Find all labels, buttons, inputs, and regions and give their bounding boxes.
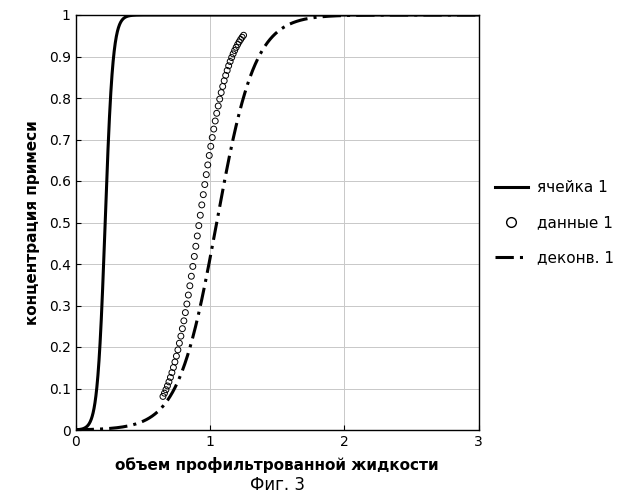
Point xyxy=(201,170,211,178)
Point xyxy=(173,346,183,354)
Point xyxy=(198,190,209,198)
Y-axis label: концентрация примеси: концентрация примеси xyxy=(25,120,40,325)
X-axis label: объем профильтрованной жидкости: объем профильтрованной жидкости xyxy=(115,457,439,473)
Point xyxy=(217,82,227,90)
Point xyxy=(210,117,220,125)
Point xyxy=(220,72,231,80)
Point xyxy=(227,54,237,62)
Point xyxy=(219,76,229,84)
Point xyxy=(168,364,178,372)
Point xyxy=(158,392,168,400)
Point xyxy=(163,382,173,390)
Point xyxy=(176,332,186,340)
Point xyxy=(212,110,222,118)
Point xyxy=(192,232,202,240)
Point xyxy=(188,262,198,270)
Point xyxy=(224,62,234,70)
Point xyxy=(194,222,204,230)
Point xyxy=(236,36,246,44)
Point xyxy=(177,324,187,332)
Point xyxy=(186,272,197,280)
Point xyxy=(200,180,210,188)
Point xyxy=(239,32,249,40)
Point xyxy=(182,300,192,308)
Point xyxy=(206,142,216,150)
Point xyxy=(180,308,190,316)
Point xyxy=(213,102,223,110)
Point xyxy=(203,161,213,169)
Point xyxy=(171,352,181,360)
Point xyxy=(161,386,171,394)
Point xyxy=(222,66,232,74)
Point xyxy=(234,38,244,46)
Point xyxy=(207,134,217,141)
Point xyxy=(209,125,219,133)
Point xyxy=(191,242,201,250)
Point xyxy=(183,291,193,299)
Point xyxy=(166,374,176,382)
Point xyxy=(228,50,238,58)
Point xyxy=(237,34,247,42)
Point xyxy=(225,58,235,66)
Point xyxy=(185,282,195,290)
Point xyxy=(179,317,189,325)
Point xyxy=(229,46,239,54)
Point xyxy=(232,40,243,48)
Point xyxy=(167,368,177,376)
Point xyxy=(189,252,199,260)
Point xyxy=(231,44,241,52)
Legend: ячейка 1, данные 1, деконв. 1: ячейка 1, данные 1, деконв. 1 xyxy=(495,180,614,265)
Point xyxy=(197,201,207,209)
Point xyxy=(215,95,225,103)
Text: Фиг. 3: Фиг. 3 xyxy=(249,476,305,494)
Point xyxy=(216,88,226,96)
Point xyxy=(195,211,205,219)
Point xyxy=(170,358,180,366)
Point xyxy=(175,339,185,347)
Point xyxy=(164,378,174,386)
Point xyxy=(159,389,169,397)
Point xyxy=(204,152,214,160)
